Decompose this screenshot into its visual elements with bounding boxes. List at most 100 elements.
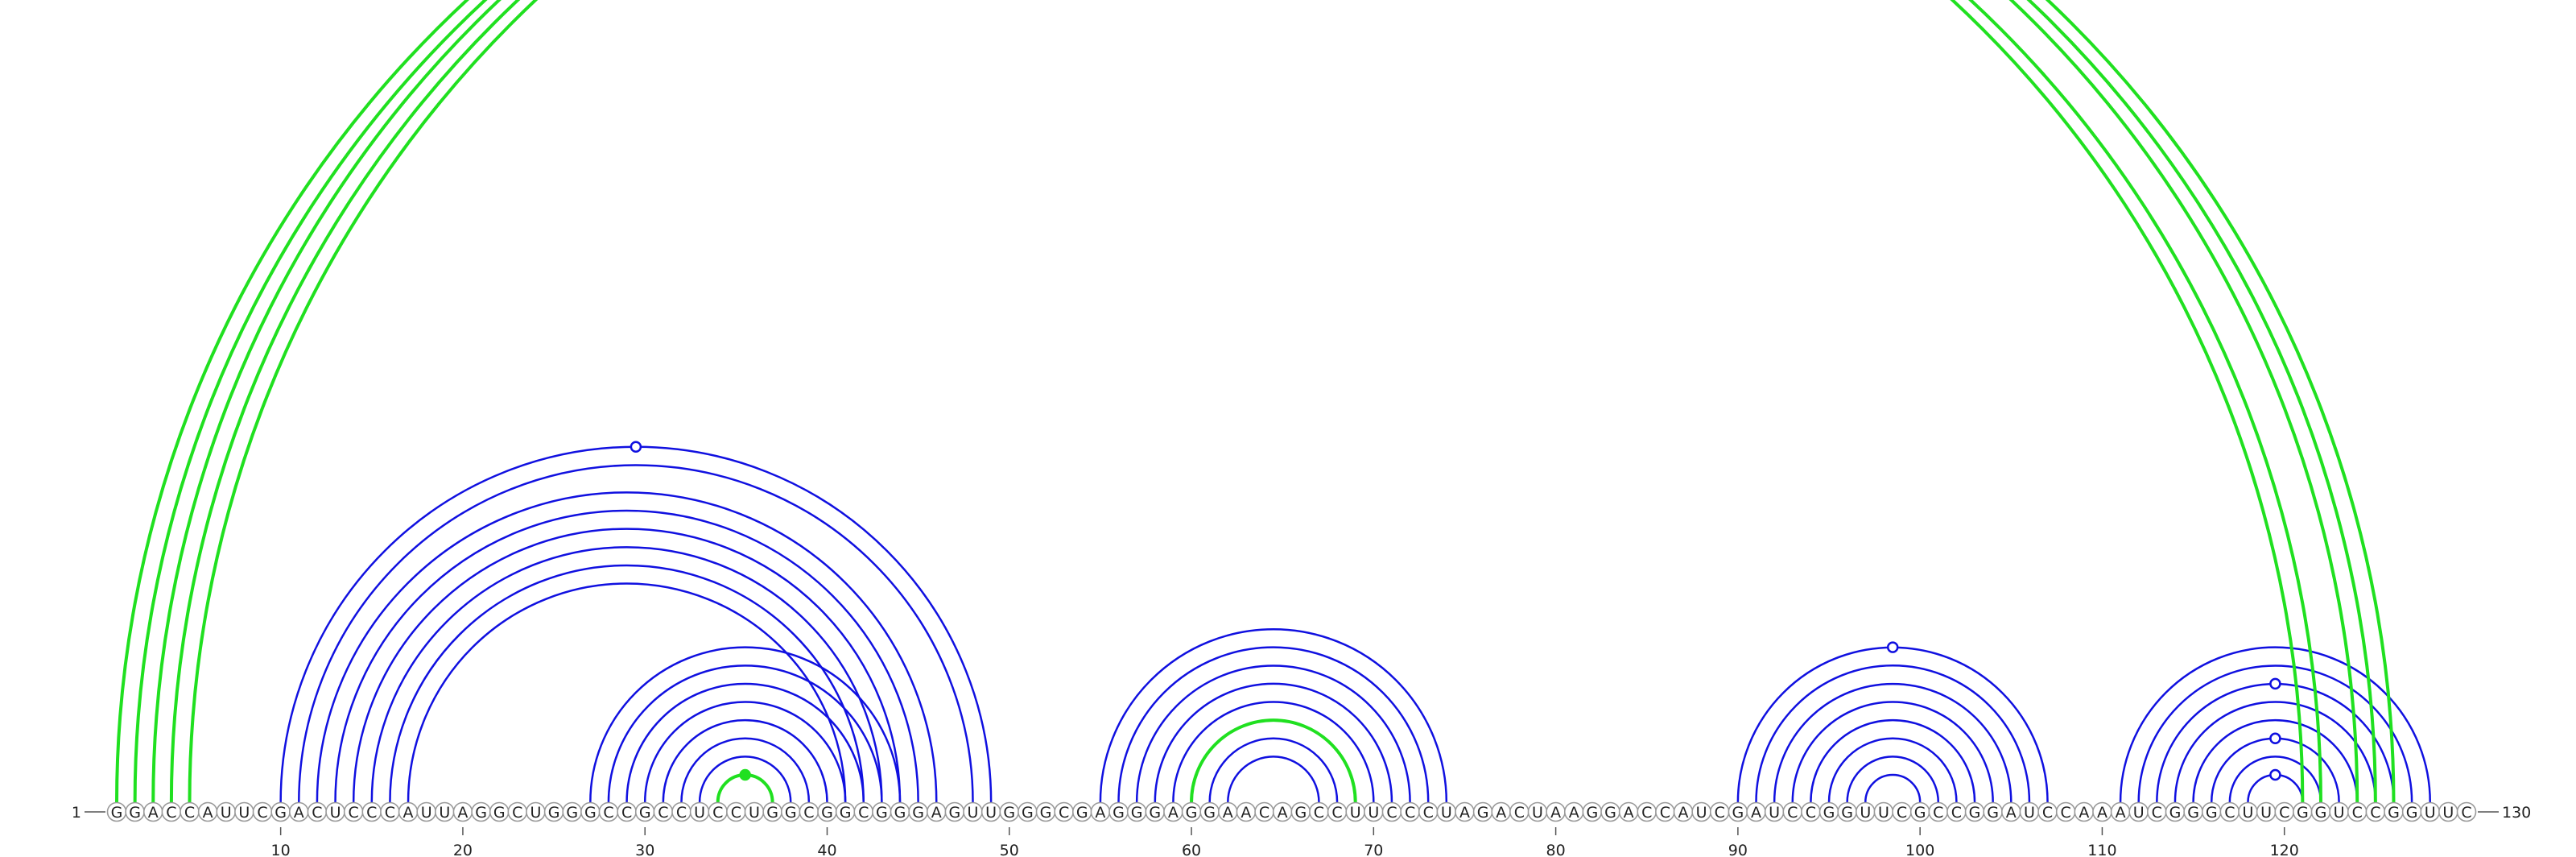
nucleotide: G	[2183, 801, 2203, 822]
nucleotide: U	[2420, 801, 2441, 822]
nucleotide-letter: C	[1787, 804, 1798, 822]
nucleotide: G	[1600, 801, 1620, 822]
nucleotide-letter: G	[2206, 804, 2218, 822]
base-pair-arc	[1117, 646, 1430, 803]
nucleotide-letter: G	[1969, 804, 1981, 822]
nucleotide: A	[1272, 801, 1293, 822]
nucleotide: C	[2147, 801, 2167, 822]
nucleotide-letter: G	[1586, 804, 1598, 822]
nucleotide: C	[343, 801, 364, 822]
nucleotide: U	[1873, 801, 1894, 822]
nucleotide-letter: G	[584, 804, 597, 822]
nucleotide-letter: U	[1441, 804, 1452, 822]
nucleotide-letter: G	[1131, 804, 1143, 822]
nucleotide-letter: C	[385, 804, 395, 822]
nucleotide-letter: A	[203, 804, 213, 822]
nucleotide-letter: A	[1624, 804, 1634, 822]
base-pair-arc	[171, 0, 2376, 802]
nucleotide: C	[1309, 801, 1329, 822]
nucleotide-letter: C	[1386, 804, 1397, 822]
nucleotide-letter: G	[493, 804, 506, 822]
nucleotide: G	[1108, 801, 1129, 822]
nucleotide-letter: A	[294, 804, 304, 822]
nucleotide-letter: A	[1223, 804, 1233, 822]
nucleotide-letter: U	[2243, 804, 2254, 822]
nucleotide-letter: G	[2169, 804, 2182, 822]
nucleotide-letter: G	[111, 804, 123, 822]
nucleotide: G	[762, 801, 782, 822]
nucleotide-letter: G	[1604, 804, 1616, 822]
base-pair-arc	[1190, 718, 1357, 803]
base-pair-arc	[2119, 647, 2431, 803]
nucleotide-letter: C	[312, 804, 322, 822]
nucleotide-letter: C	[184, 804, 195, 822]
nucleotide: C	[1418, 801, 1439, 822]
nucleotide: G	[1035, 801, 1056, 822]
nucleotide-letter: C	[1259, 804, 1269, 822]
nucleotide: C	[1709, 801, 1730, 822]
nucleotide-letter: G	[2315, 804, 2327, 822]
nucleotide-letter: A	[1278, 804, 1288, 822]
tick-label: 40	[817, 842, 836, 857]
nucleotide: G	[270, 801, 291, 822]
nucleotide: C	[380, 801, 400, 822]
nucleotide: A	[1746, 801, 1766, 822]
nucleotide-letter: G	[2406, 804, 2418, 822]
nucleotide: C	[2274, 801, 2295, 822]
nucleotide-letter: C	[1660, 804, 1670, 822]
nucleotide-letter: G	[766, 804, 778, 822]
nucleotide: A	[1455, 801, 1475, 822]
tick-label: 10	[271, 842, 291, 857]
nucleotide-circle	[2456, 801, 2477, 822]
nucleotide: U	[1527, 801, 1548, 822]
nucleotide-letter: C	[2152, 804, 2162, 822]
nucleotide: G	[908, 801, 928, 822]
nucleotide-letter: G	[2297, 804, 2309, 822]
nucleotide: A	[926, 801, 947, 822]
nucleotide-letter: U	[530, 804, 541, 822]
base-pair-arc	[2228, 756, 2322, 803]
nucleotide-letter: C	[2352, 804, 2363, 822]
base-pair-arc	[316, 491, 938, 803]
nucleotide: C	[161, 801, 182, 822]
base-pair-arc	[1227, 756, 1320, 803]
nucleotide: G	[471, 801, 491, 822]
nucleotide-letter: G	[2388, 804, 2400, 822]
nucleotide: A	[1491, 801, 1512, 822]
nucleotide-letter: C	[257, 804, 267, 822]
nucleotide: C	[1946, 801, 1967, 822]
open-marker-dot	[2269, 677, 2281, 690]
nucleotide-letter: G	[840, 804, 852, 822]
nucleotide-letter: U	[1532, 804, 1543, 822]
nucleotide-letter: A	[1459, 804, 1470, 822]
nucleotide: C	[598, 801, 619, 822]
nucleotide: G	[1837, 801, 1857, 822]
open-marker-dot	[2269, 768, 2281, 781]
nucleotide-letter: G	[1294, 804, 1307, 822]
base-pair-arc	[662, 719, 828, 803]
nucleotide: C	[1782, 801, 1803, 822]
tick-label: 70	[1364, 842, 1383, 857]
nucleotide: A	[1236, 801, 1257, 822]
nucleotide: G	[999, 801, 1020, 822]
nucleotide-letter: C	[1423, 804, 1434, 822]
nucleotide: G	[2384, 801, 2404, 822]
base-pair-arc	[1099, 627, 1448, 803]
open-marker-dot	[630, 441, 642, 453]
nucleotide: U	[2256, 801, 2277, 822]
nucleotide: U	[234, 801, 254, 822]
nucleotide: U	[744, 801, 765, 822]
nucleotide-letter: C	[621, 804, 632, 822]
open-marker-dot	[2269, 732, 2281, 745]
nucleotide: G	[1181, 801, 1202, 822]
nucleotide-letter: C	[512, 804, 522, 822]
base-pair-arc	[115, 0, 2305, 803]
base-pair-arc	[1172, 701, 1375, 803]
nucleotide-letter: G	[639, 804, 651, 822]
nucleotide-letter: G	[2187, 804, 2199, 822]
nucleotide-letter: C	[1897, 804, 1907, 822]
position-ruler: 10 20 30 40 50 60 70 80 90 100 110 120	[271, 827, 2299, 857]
nucleotide: U	[2329, 801, 2349, 822]
nucleotide-letter: G	[1003, 804, 1015, 822]
